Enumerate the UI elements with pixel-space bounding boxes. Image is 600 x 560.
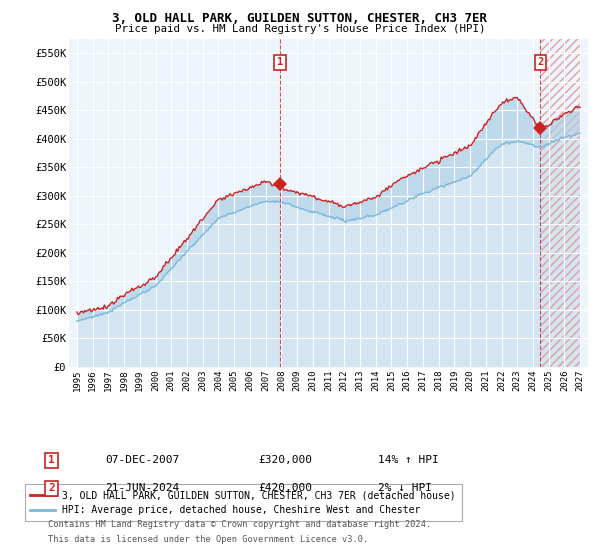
Text: 2% ↓ HPI: 2% ↓ HPI bbox=[378, 483, 432, 493]
Text: 2: 2 bbox=[537, 57, 544, 67]
Text: 2: 2 bbox=[48, 483, 55, 493]
Text: 3, OLD HALL PARK, GUILDEN SUTTON, CHESTER, CH3 7ER: 3, OLD HALL PARK, GUILDEN SUTTON, CHESTE… bbox=[113, 12, 487, 25]
Text: 14% ↑ HPI: 14% ↑ HPI bbox=[378, 455, 439, 465]
Text: 1: 1 bbox=[48, 455, 55, 465]
Text: Contains HM Land Registry data © Crown copyright and database right 2024.: Contains HM Land Registry data © Crown c… bbox=[48, 520, 431, 529]
Text: 1: 1 bbox=[277, 57, 283, 67]
Text: £320,000: £320,000 bbox=[258, 455, 312, 465]
Text: Price paid vs. HM Land Registry's House Price Index (HPI): Price paid vs. HM Land Registry's House … bbox=[115, 24, 485, 34]
Legend: 3, OLD HALL PARK, GUILDEN SUTTON, CHESTER, CH3 7ER (detached house), HPI: Averag: 3, OLD HALL PARK, GUILDEN SUTTON, CHESTE… bbox=[25, 484, 462, 521]
Text: £420,000: £420,000 bbox=[258, 483, 312, 493]
Text: 07-DEC-2007: 07-DEC-2007 bbox=[105, 455, 179, 465]
Text: 21-JUN-2024: 21-JUN-2024 bbox=[105, 483, 179, 493]
Text: This data is licensed under the Open Government Licence v3.0.: This data is licensed under the Open Gov… bbox=[48, 535, 368, 544]
